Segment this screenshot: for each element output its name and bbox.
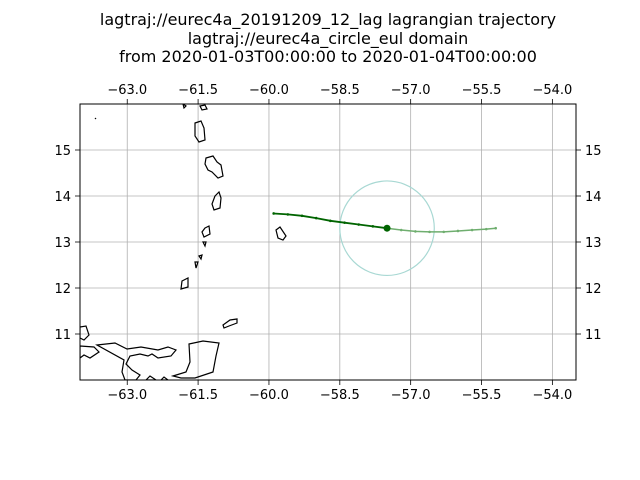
- trajectory-point: [414, 230, 417, 233]
- x-tick-label-bottom: −61.5: [178, 388, 218, 403]
- x-tick-label-bottom: −60.0: [249, 388, 289, 403]
- title-line-1: lagtraj://eurec4a_20191209_12_lag lagran…: [100, 10, 556, 30]
- y-tick-label-right: 12: [585, 282, 602, 297]
- trajectory-point: [442, 230, 446, 234]
- coast-island-6: [201, 225, 211, 238]
- x-tick-label-bottom: −58.5: [320, 388, 360, 403]
- title-line-3: from 2020-01-03T00:00:00 to 2020-01-04T0…: [119, 47, 537, 66]
- trajectory-point: [343, 221, 346, 224]
- x-tick-label-top: −58.5: [320, 83, 360, 98]
- x-tick-label-top: −57.0: [391, 83, 431, 98]
- trajectory-point: [428, 230, 431, 234]
- axis-ticks: −63.0 −63.0 −61.5 −61.5 −60.0 −60.0 −58.5 −58.5…: [54, 83, 601, 403]
- coast-island-11: [222, 318, 238, 329]
- x-tick-label-top: −55.5: [462, 83, 502, 98]
- y-tick-label-left: 14: [54, 190, 71, 205]
- coastlines: [80, 104, 287, 380]
- trajectory-point: [399, 228, 403, 232]
- y-tick-label-right: 11: [585, 328, 602, 343]
- x-tick-label-top: −63.0: [107, 83, 147, 98]
- trajectory-point: [300, 214, 304, 218]
- y-tick-label-left: 11: [54, 328, 71, 343]
- x-tick-label-bottom: −63.0: [107, 388, 147, 403]
- trajectory-point: [314, 216, 318, 220]
- series-layer: [272, 180, 497, 277]
- x-tick-label-top: −61.5: [178, 83, 218, 98]
- x-tick-label-bottom: −55.5: [462, 388, 502, 403]
- x-tick-label-top: −54.0: [532, 83, 572, 98]
- title-line-2: lagtraj://eurec4a_circle_eul domain: [188, 29, 469, 49]
- x-tick-label-bottom: −54.0: [532, 388, 572, 403]
- coast-island-7: [202, 241, 207, 248]
- trajectory-point: [494, 226, 497, 230]
- x-tick-label-top: −60.0: [249, 83, 289, 98]
- coast-island-5: [211, 190, 222, 211]
- coast-tobago-side: [275, 226, 287, 241]
- coast-mainland: [80, 325, 220, 380]
- x-tick-label-bottom: −57.0: [391, 388, 431, 403]
- y-tick-label-right: 14: [585, 190, 602, 205]
- trajectory-point: [272, 212, 275, 215]
- coast-island-2: [199, 104, 208, 111]
- trajectory-point: [484, 227, 488, 231]
- coast-small-dot: [94, 117, 97, 120]
- y-tick-label-right: 13: [585, 236, 602, 251]
- trajectory-point: [456, 229, 460, 233]
- domain-circle: [339, 180, 435, 277]
- grid-lines: [80, 104, 576, 380]
- coast-island-3: [194, 120, 206, 143]
- y-tick-label-left: 15: [54, 144, 71, 159]
- y-tick-label-left: 13: [54, 236, 71, 251]
- current-position-marker: [383, 224, 391, 232]
- y-tick-label-right: 15: [585, 144, 602, 159]
- trajectory-point: [329, 219, 332, 223]
- trajectory-point: [286, 213, 290, 216]
- coast-island-4: [204, 155, 224, 179]
- trajectory-point: [371, 225, 375, 228]
- y-tick-label-left: 12: [54, 282, 71, 297]
- coast-island-1: [182, 104, 187, 110]
- trajectory-point: [470, 228, 474, 232]
- trajectory-point: [357, 223, 361, 226]
- coast-island-10: [180, 277, 189, 290]
- coast-island-8: [198, 254, 203, 261]
- coast-island-9: [194, 261, 199, 269]
